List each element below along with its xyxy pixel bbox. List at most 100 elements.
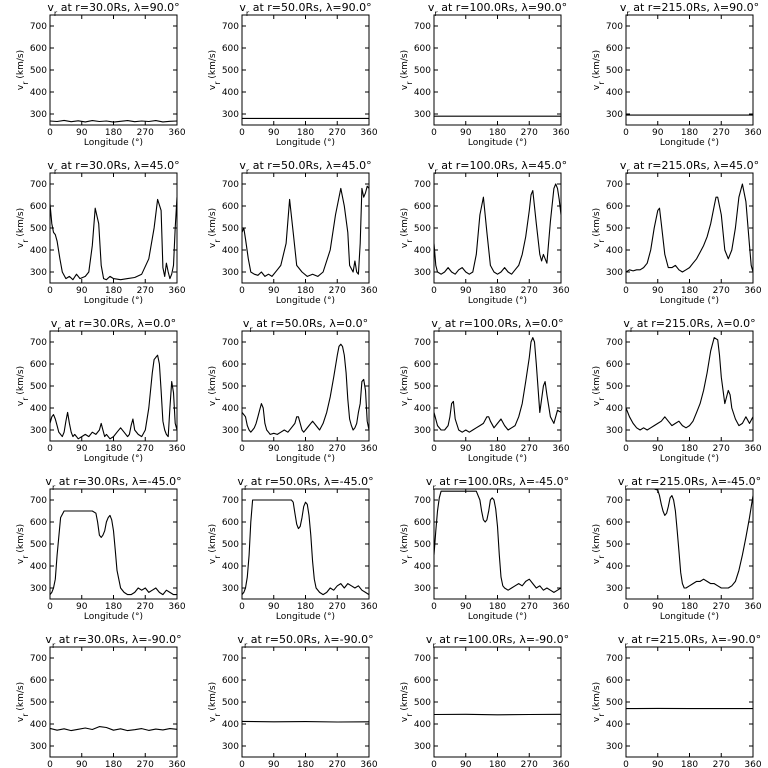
- y-tick-label: 400: [30, 404, 47, 414]
- x-axis-label: Longitude (°): [660, 454, 719, 464]
- y-tick-label: 500: [414, 382, 431, 392]
- x-tick-label: 90: [268, 602, 280, 612]
- y-tick-label: 500: [606, 382, 623, 392]
- x-tick-label: 90: [652, 128, 664, 138]
- x-tick-label: 0: [623, 128, 629, 138]
- series-line: [434, 713, 561, 716]
- x-tick-label: 90: [460, 760, 472, 768]
- y-tick-label: 300: [222, 110, 239, 120]
- x-axis-label: Longitude (°): [660, 296, 719, 306]
- panel-title: vr at r=100.0Rs, λ=45.0°: [428, 159, 567, 176]
- y-tick-label: 600: [222, 676, 239, 686]
- x-tick-label: 180: [105, 128, 122, 138]
- y-tick-label: 300: [30, 426, 47, 436]
- y-tick-label: 500: [30, 382, 47, 392]
- x-axis-label: Longitude (°): [468, 454, 527, 464]
- panel-title: vr at r=30.0Rs, λ=-90.0°: [45, 633, 181, 650]
- series-line: [50, 197, 177, 281]
- x-tick-label: 90: [460, 128, 472, 138]
- x-tick-label: 360: [552, 760, 569, 768]
- y-tick-label: 300: [414, 584, 431, 594]
- x-tick-label: 0: [239, 602, 245, 612]
- x-tick-label: 0: [431, 128, 437, 138]
- y-axis-label: vr (km/s): [208, 208, 222, 248]
- y-axis-label: vr (km/s): [592, 524, 606, 564]
- panel-title: vr at r=30.0Rs, λ=-45.0°: [45, 475, 181, 492]
- panel-title: vr at r=50.0Rs, λ=-45.0°: [237, 475, 373, 492]
- x-tick-label: 90: [76, 286, 88, 296]
- y-tick-label: 500: [414, 540, 431, 550]
- x-tick-label: 180: [681, 760, 698, 768]
- y-tick-label: 600: [606, 360, 623, 370]
- x-tick-label: 0: [623, 286, 629, 296]
- y-tick-label: 600: [414, 44, 431, 54]
- y-tick-label: 300: [606, 742, 623, 752]
- x-axis-label: Longitude (°): [84, 454, 143, 464]
- panel-7: vr at r=100.0Rs, λ=45.0° 0 90 180 270 360 300 4…: [400, 159, 570, 306]
- y-tick-label: 700: [30, 338, 47, 348]
- x-tick-label: 270: [329, 602, 346, 612]
- y-tick-label: 400: [30, 246, 47, 256]
- y-axis-label: vr (km/s): [400, 366, 414, 406]
- y-tick-label: 600: [606, 202, 623, 212]
- y-tick-label: 500: [606, 698, 623, 708]
- y-tick-label: 400: [30, 720, 47, 730]
- x-tick-label: 360: [552, 128, 569, 138]
- y-axis-label: vr (km/s): [16, 366, 30, 406]
- y-tick-label: 500: [414, 698, 431, 708]
- x-tick-label: 0: [47, 286, 53, 296]
- y-tick-label: 500: [30, 540, 47, 550]
- y-tick-label: 300: [606, 268, 623, 278]
- y-tick-label: 300: [414, 426, 431, 436]
- y-tick-label: 600: [30, 360, 47, 370]
- y-axis-label: vr (km/s): [400, 524, 414, 564]
- series-line: [50, 726, 177, 732]
- y-tick-label: 700: [222, 22, 239, 32]
- y-axis-label: vr (km/s): [592, 682, 606, 722]
- y-tick-label: 300: [606, 584, 623, 594]
- x-tick-label: 180: [297, 602, 314, 612]
- y-tick-label: 600: [222, 518, 239, 528]
- y-tick-label: 600: [222, 360, 239, 370]
- series-line: [242, 499, 369, 596]
- y-tick-label: 300: [222, 742, 239, 752]
- y-tick-label: 300: [606, 110, 623, 120]
- panel-title: vr at r=100.0Rs, λ=-90.0°: [426, 633, 569, 650]
- y-tick-label: 400: [414, 246, 431, 256]
- x-tick-label: 360: [360, 128, 377, 138]
- y-tick-label: 700: [606, 22, 623, 32]
- y-tick-label: 700: [606, 496, 623, 506]
- x-tick-label: 0: [431, 760, 437, 768]
- panel-10: vr at r=50.0Rs, λ=0.0° 0 90 180 270 360 300 400…: [208, 317, 378, 464]
- y-tick-label: 600: [222, 44, 239, 54]
- x-axis-label: Longitude (°): [84, 612, 143, 622]
- y-tick-label: 600: [414, 676, 431, 686]
- panel-16: vr at r=215.0Rs, λ=-45.0° 0 90 180 270 360 300…: [592, 475, 762, 622]
- plot-frame: [49, 14, 178, 126]
- plot-frame: [433, 646, 562, 758]
- x-tick-label: 360: [744, 602, 761, 612]
- x-tick-label: 180: [297, 286, 314, 296]
- x-tick-label: 90: [652, 760, 664, 768]
- panel-title: vr at r=50.0Rs, λ=90.0°: [239, 1, 371, 18]
- y-tick-label: 400: [606, 720, 623, 730]
- y-tick-label: 400: [606, 88, 623, 98]
- x-tick-label: 270: [713, 760, 730, 768]
- panel-2: vr at r=50.0Rs, λ=90.0° 0 90 180 270 360 300 40…: [208, 1, 378, 148]
- series-line: [242, 185, 369, 277]
- series-line: [626, 337, 753, 431]
- series-line: [242, 343, 369, 435]
- series-line: [626, 489, 753, 589]
- y-tick-label: 400: [414, 720, 431, 730]
- series-line: [50, 354, 177, 440]
- series-line: [434, 490, 561, 593]
- y-tick-label: 700: [222, 180, 239, 190]
- x-tick-label: 180: [105, 602, 122, 612]
- x-tick-label: 360: [360, 444, 377, 454]
- y-tick-label: 700: [606, 654, 623, 664]
- x-tick-label: 270: [521, 444, 538, 454]
- panel-title: vr at r=30.0Rs, λ=90.0°: [47, 1, 179, 18]
- y-tick-label: 700: [606, 180, 623, 190]
- x-tick-label: 0: [47, 602, 53, 612]
- x-tick-label: 360: [552, 286, 569, 296]
